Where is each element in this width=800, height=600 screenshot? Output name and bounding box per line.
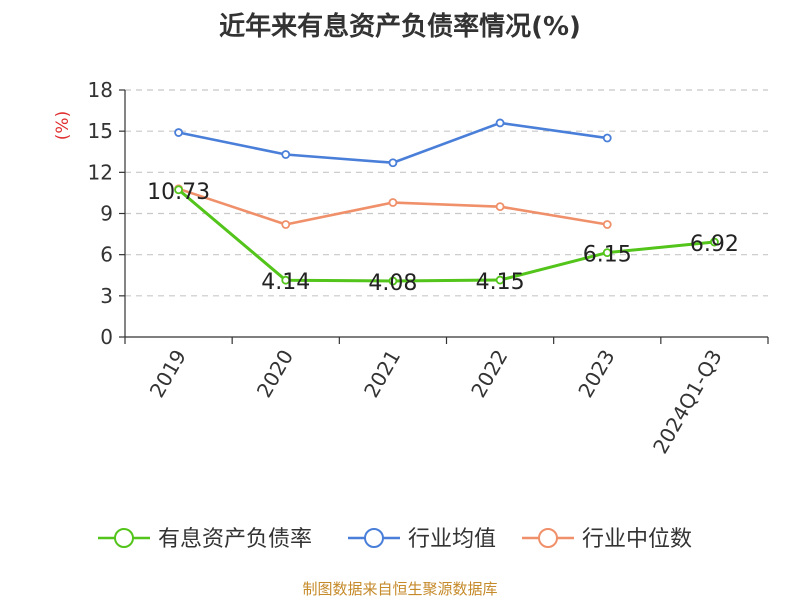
data-point — [281, 150, 291, 159]
data-label: 4.14 — [261, 270, 310, 295]
series-line — [177, 188, 715, 283]
x-tick-label: 2021 — [359, 346, 405, 402]
y-axis-label: (%) — [53, 111, 73, 140]
data-point — [281, 220, 291, 229]
data-label: 4.15 — [476, 270, 525, 295]
legend: 有息资产负债率 行业均值 行业中位数 — [98, 527, 692, 552]
data-point — [281, 275, 291, 285]
data-point — [495, 202, 505, 212]
data-point — [388, 276, 398, 286]
legend-marker — [364, 528, 384, 548]
series-lines — [174, 118, 719, 286]
legend-marker — [538, 528, 558, 548]
gridlines — [125, 89, 768, 297]
y-tick-label: 18 — [88, 78, 113, 102]
data-point — [174, 128, 183, 137]
axes: 0 3 6 9 12 15 18 (%) 2019 2020 2021 2022 2023 2024Q1-… — [53, 78, 769, 458]
x-tick-label: 2024Q1-Q3 — [648, 346, 727, 458]
data-labels: 10.73 4.14 4.08 4.15 6.15 6.92 — [147, 180, 739, 296]
y-tick-label: 6 — [100, 243, 113, 267]
data-point — [602, 133, 612, 143]
series-line — [178, 121, 608, 165]
chart-title: 近年来有息资产负债率情况(%) — [219, 12, 581, 42]
data-point — [495, 118, 505, 128]
data-point — [495, 275, 505, 285]
data-label: 6.92 — [690, 232, 739, 257]
data-point — [388, 198, 398, 207]
data-label: 10.73 — [147, 180, 210, 205]
x-tick-label: 2022 — [466, 346, 512, 402]
x-tick-label: 2020 — [252, 346, 298, 402]
legend-label: 行业中位数 — [582, 527, 692, 552]
legend-label: 行业均值 — [408, 527, 496, 552]
data-point — [710, 237, 719, 247]
y-tick-label: 15 — [88, 119, 113, 143]
x-tick-label: 2019 — [145, 346, 191, 402]
x-tick-label: 2023 — [573, 346, 619, 402]
legend-marker — [114, 528, 134, 548]
data-label: 6.15 — [583, 243, 632, 268]
y-tick-label: 9 — [100, 202, 113, 226]
legend-label: 有息资产负债率 — [158, 527, 312, 552]
data-point — [602, 248, 612, 258]
data-label: 4.08 — [368, 271, 417, 296]
data-point — [388, 158, 398, 168]
source-note: 制图数据来自恒生聚源数据库 — [302, 580, 498, 598]
y-tick-label: 3 — [100, 284, 113, 308]
y-tick-label: 0 — [100, 325, 113, 349]
y-tick-label: 12 — [88, 160, 113, 184]
data-point — [174, 185, 183, 195]
data-point — [602, 220, 612, 229]
